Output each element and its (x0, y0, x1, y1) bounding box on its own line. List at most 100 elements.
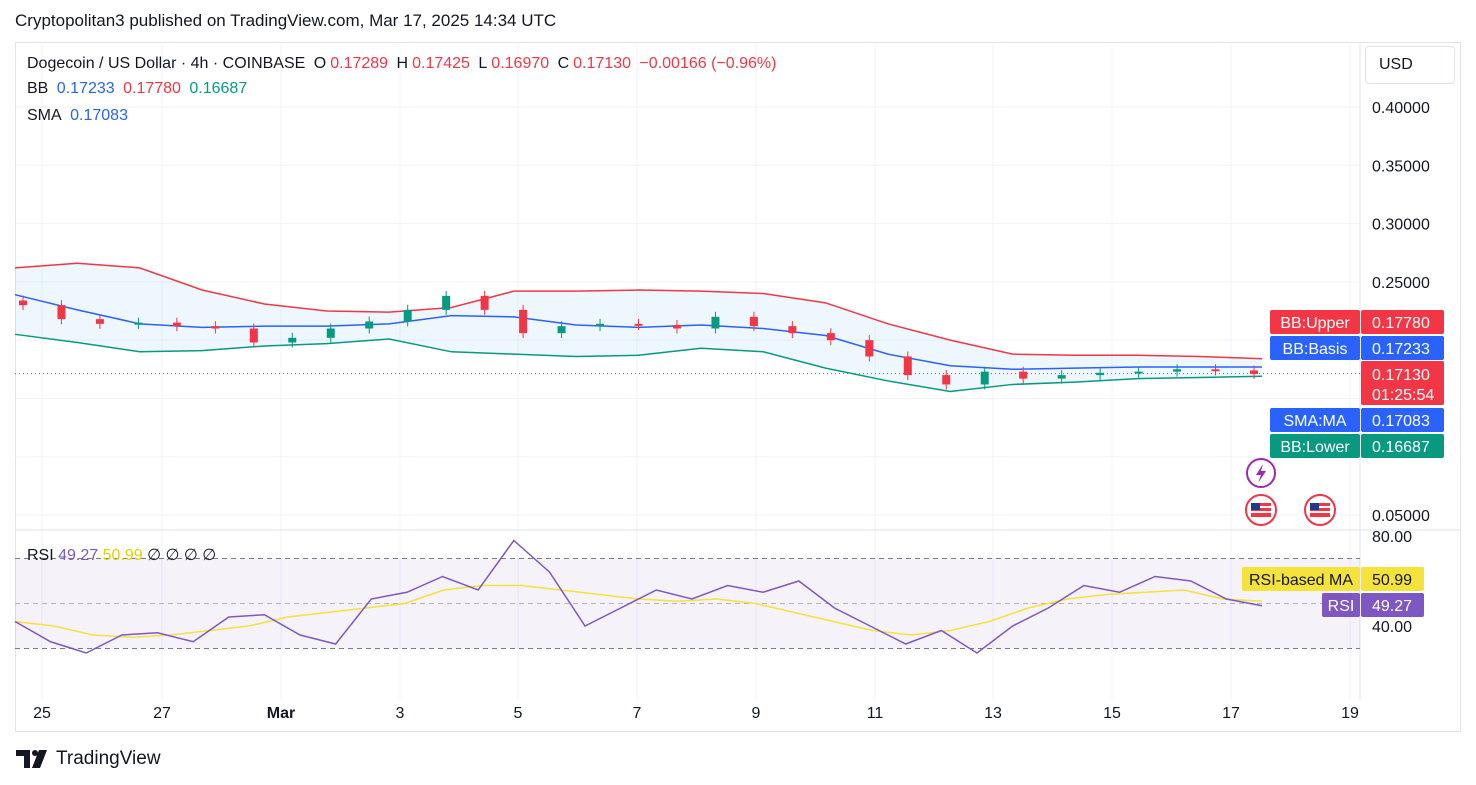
open-value: 0.17289 (330, 55, 389, 72)
price-tick-label: 0.35000 (1372, 158, 1430, 175)
us-flag-white-stripe (1251, 506, 1271, 508)
candle-body (1211, 369, 1220, 372)
sma-legend[interactable]: SMA 0.17083 (27, 107, 132, 125)
us-flag-canton (1310, 503, 1319, 510)
candle-body (634, 323, 643, 326)
low-value: 0.16970 (491, 55, 550, 72)
rsi-tag-name: RSI-based MA (1249, 572, 1353, 589)
price-tag-value: 0.17233 (1372, 341, 1430, 358)
time-tick-label: 17 (1222, 705, 1240, 722)
rsi-tag-value: 50.99 (1372, 572, 1412, 589)
bb-upper-value: 0.17780 (123, 80, 181, 97)
candle-body (980, 371, 989, 385)
candle-body (672, 324, 681, 329)
price-tag-name: BB:Upper (1280, 315, 1350, 332)
time-tick-label: 9 (752, 705, 761, 722)
candle-body (596, 323, 605, 327)
candle-body (19, 300, 27, 306)
candle-body (95, 319, 104, 324)
price-tag-name-bg (1270, 408, 1360, 432)
candle-body (1173, 369, 1182, 372)
time-tick-label: 13 (984, 705, 1002, 722)
candle-body (1134, 371, 1143, 374)
rsi-legend[interactable]: RSI 49.27 50.99 ∅ ∅ ∅ ∅ (27, 545, 216, 565)
price-tag-value-bg (1361, 336, 1444, 360)
low-label: L (478, 55, 488, 72)
price-tag-name: SMA:MA (1283, 413, 1346, 430)
candle-body (1057, 375, 1066, 379)
last-price-tag-value: 0.17130 (1372, 367, 1430, 384)
candle-body (1250, 370, 1258, 374)
price-tick-label: 0.30000 (1372, 217, 1430, 234)
us-flag-white-stripe (1310, 511, 1330, 513)
rsi-tick-label: 80.00 (1372, 529, 1412, 546)
candle-body (942, 375, 951, 385)
candle-body (903, 356, 912, 376)
publish-line: Cryptopolitan3 published on TradingView.… (15, 11, 557, 30)
price-tick-label: 0.40000 (1372, 100, 1430, 117)
close-label: C (557, 55, 570, 72)
tradingview-logo-text: TradingView (56, 748, 161, 769)
symbol-legend[interactable]: Dogecoin / US Dollar · 4h · COINBASE O 0.… (27, 55, 780, 73)
price-tag-name-bg (1270, 310, 1360, 334)
candle-body (1019, 371, 1028, 379)
price-tag-value: 0.16687 (1372, 439, 1430, 456)
candle-body (788, 326, 797, 334)
price-tag-value: 0.17083 (1372, 413, 1430, 430)
candle-body (865, 340, 874, 357)
close-value: 0.17130 (573, 55, 631, 72)
rsi-ma-value: 50.99 (102, 547, 143, 564)
rsi-extra-values: ∅ ∅ ∅ ∅ (147, 547, 217, 564)
price-tag-name-bg (1270, 434, 1360, 458)
rsi-tag-value: 49.27 (1372, 598, 1412, 615)
bb-legend[interactable]: BB 0.17233 0.17780 0.16687 (27, 80, 251, 98)
us-flag-white-stripe (1310, 506, 1330, 508)
candle-body (134, 322, 143, 325)
candle-body (557, 326, 566, 334)
price-tag-name: BB:Lower (1280, 439, 1350, 456)
open-label: O (313, 55, 327, 72)
rsi-tag-name: RSI (1328, 598, 1355, 615)
rsi-tag-name-bg (1322, 593, 1360, 617)
rsi-line (14, 539, 1263, 654)
currency-button[interactable]: USD (1365, 46, 1455, 84)
candle-body (57, 305, 66, 320)
candle-body (249, 328, 258, 343)
candle-body (711, 316, 720, 329)
price-tick-label: 0.05000 (1372, 508, 1430, 525)
price-tick-label: 0.25000 (1372, 275, 1430, 292)
candle-body (288, 337, 297, 343)
price-tag-value-bg (1361, 434, 1444, 458)
candle-body (480, 295, 489, 310)
tradingview-logo[interactable]: TradingView (16, 748, 161, 770)
lightning-event-icon-bolt (1256, 464, 1266, 483)
time-tick-label: 3 (396, 705, 405, 722)
rsi-tick-label: 40.00 (1372, 619, 1412, 636)
time-tick-label: Mar (267, 705, 295, 722)
time-tick-label: 15 (1103, 705, 1121, 722)
last-price-tag-bg (1361, 361, 1444, 405)
change-value: −0.00166 (−0.96%) (639, 55, 777, 72)
candle-body (519, 309, 528, 334)
rsi-tag-value-bg (1361, 593, 1424, 617)
sma-value: 0.17083 (70, 107, 128, 124)
candle-body (365, 321, 374, 329)
candle-body (211, 326, 220, 329)
candle-body (403, 309, 412, 322)
rsi-tag-value-bg (1361, 567, 1424, 591)
rsi-value: 49.27 (58, 547, 99, 564)
bb-lower-value: 0.16687 (189, 80, 248, 97)
candle-body (172, 322, 181, 327)
high-label: H (396, 55, 409, 72)
rsi-label: RSI (27, 547, 54, 564)
price-tag-value-bg (1361, 408, 1444, 432)
bb-basis-value: 0.17233 (56, 80, 115, 97)
candle-body (442, 295, 451, 310)
candle-body (1096, 372, 1105, 376)
last-price-countdown: 01:25:54 (1372, 387, 1434, 404)
time-tick-label: 7 (633, 705, 642, 722)
candle-body (749, 316, 758, 327)
price-tag-name-bg (1270, 336, 1360, 360)
high-value: 0.17425 (412, 55, 470, 72)
